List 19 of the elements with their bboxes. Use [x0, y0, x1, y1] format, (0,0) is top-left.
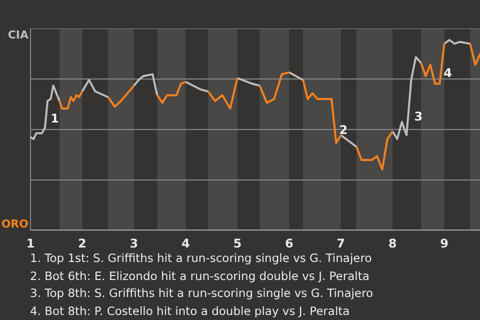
text: 1. Top 1st: S. Griffiths hit a run-scoring single vs G. Tinajero: [30, 250, 373, 267]
x-tick-label: 9: [440, 236, 448, 250]
annotation: 3: [414, 110, 423, 124]
x-tick-label: 3: [130, 236, 138, 250]
text: CIA: [8, 28, 29, 42]
annotation: 1: [50, 112, 59, 126]
text: 4. Bot 8th: P. Costello hit into a double play vs J. Peralta: [30, 302, 351, 320]
annotation: 4: [444, 66, 452, 80]
text: 3. Top 8th: S. Griffiths hit a run-scoring single vs G. Tinajero: [30, 285, 374, 302]
x-tick-label: 5: [233, 236, 242, 250]
annotation: 2: [339, 123, 348, 137]
x-tick-label: 6: [284, 236, 294, 250]
x-tick-label: 4: [182, 236, 190, 250]
text: ORO: [1, 218, 29, 230]
x-tick-label: 8: [388, 236, 397, 250]
x-tick-label: 1: [26, 236, 35, 250]
text: 2. Bot 6th: E. Elizondo hit a run-scoring double vs J. Peralta: [30, 268, 370, 284]
x-tick-label: 2: [78, 236, 86, 250]
x-tick-label: 7: [336, 236, 346, 250]
